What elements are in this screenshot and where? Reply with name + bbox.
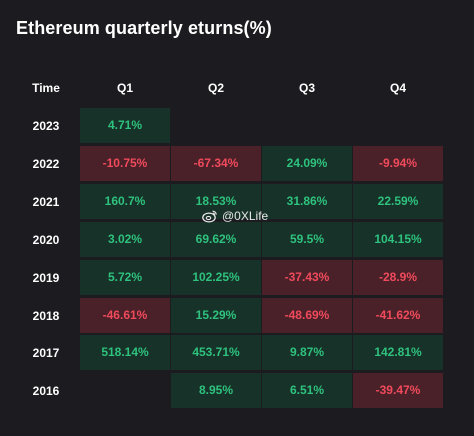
watermark-text: @0XLife [222, 209, 269, 223]
cell-2016-q4: -39.47% [353, 373, 443, 409]
row-label-2016: 2016 [32, 384, 60, 399]
cell-2022-q3: 24.09% [262, 145, 352, 181]
cell-2019-q4: -28.9% [353, 259, 443, 295]
cell-2021-q4: 22.59% [353, 183, 443, 219]
cell-2023-q1: 4.71% [80, 108, 170, 143]
cell-2019-q1: 5.72% [80, 259, 170, 295]
cell-2019-q2: 102.25% [171, 259, 261, 295]
cell-2022-q2: -67.34% [171, 145, 261, 181]
cell-2020-q4: 104.15% [353, 221, 443, 257]
cell-2017-q4: 142.81% [353, 335, 443, 371]
cell-2016-q2: 8.95% [171, 373, 261, 409]
cell-2017-q1: 518.14% [80, 335, 170, 371]
cell-2022-q1: -10.75% [80, 145, 170, 181]
cell-2021-q1: 160.7% [80, 183, 170, 219]
column-header-q2: Q2 [207, 81, 224, 95]
cell-2018-q2: 15.29% [171, 297, 261, 333]
row-label-2020: 2020 [32, 232, 60, 247]
cell-2017-q2: 453.71% [171, 335, 261, 371]
row-label-2019: 2019 [32, 270, 60, 285]
row-label-2018: 2018 [32, 308, 60, 323]
row-label-2023: 2023 [32, 119, 60, 133]
cell-2018-q1: -46.61% [80, 297, 170, 333]
column-header-q4: Q4 [389, 81, 406, 95]
cell-2021-q3: 31.86% [262, 183, 352, 219]
row-header: Time [32, 81, 60, 95]
cell-2020-q1: 3.02% [80, 221, 170, 257]
chart-title: Ethereum quarterly eturns(%) [16, 18, 272, 38]
cell-2018-q4: -41.62% [353, 297, 443, 333]
column-header-q1: Q1 [116, 81, 133, 95]
cell-2019-q3: -37.43% [262, 259, 352, 295]
row-label-2022: 2022 [32, 156, 60, 171]
watermark: @0XLife [202, 208, 268, 224]
cell-2016-q3: 6.51% [262, 373, 352, 409]
column-header-q3: Q3 [298, 81, 315, 95]
cell-2020-q3: 59.5% [262, 221, 352, 257]
cell-2020-q2: 69.62% [171, 221, 261, 257]
cell-2017-q3: 9.87% [262, 335, 352, 371]
weibo-icon [202, 210, 217, 223]
row-label-2017: 2017 [32, 346, 60, 361]
cell-2018-q3: -48.69% [262, 297, 352, 333]
cell-2022-q4: -9.94% [353, 145, 443, 181]
row-label-2021: 2021 [32, 194, 60, 209]
